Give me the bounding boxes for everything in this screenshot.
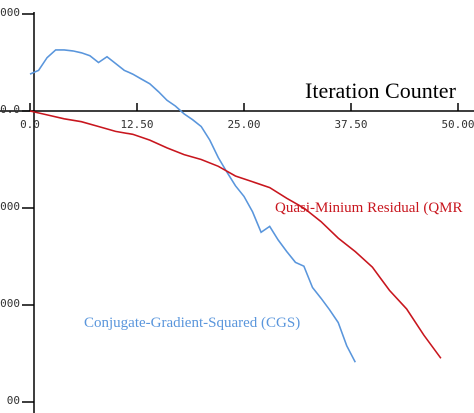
series-label: Quasi-Minium Residual (QMR [275, 200, 463, 216]
x-tick-label: 0.0 [20, 118, 40, 131]
series-line [29, 110, 442, 359]
x-axis-label: Iteration Counter [305, 78, 457, 103]
series-label: Conjugate-Gradient-Squared (CGS) [84, 315, 300, 331]
y-tick-label: .000 [0, 6, 20, 19]
y-tick-label: 000 [0, 200, 20, 213]
x-tick-label: 37.50 [334, 118, 367, 131]
y-tick-label: 0.0 [0, 103, 20, 116]
x-tick-label: 50.00 [441, 118, 474, 131]
x-tick-label: 12.50 [120, 118, 153, 131]
y-tick-label: .000 [0, 297, 20, 310]
series-line [29, 49, 357, 363]
x-tick-label: 25.00 [227, 118, 260, 131]
y-tick-label: 00 [7, 394, 20, 407]
